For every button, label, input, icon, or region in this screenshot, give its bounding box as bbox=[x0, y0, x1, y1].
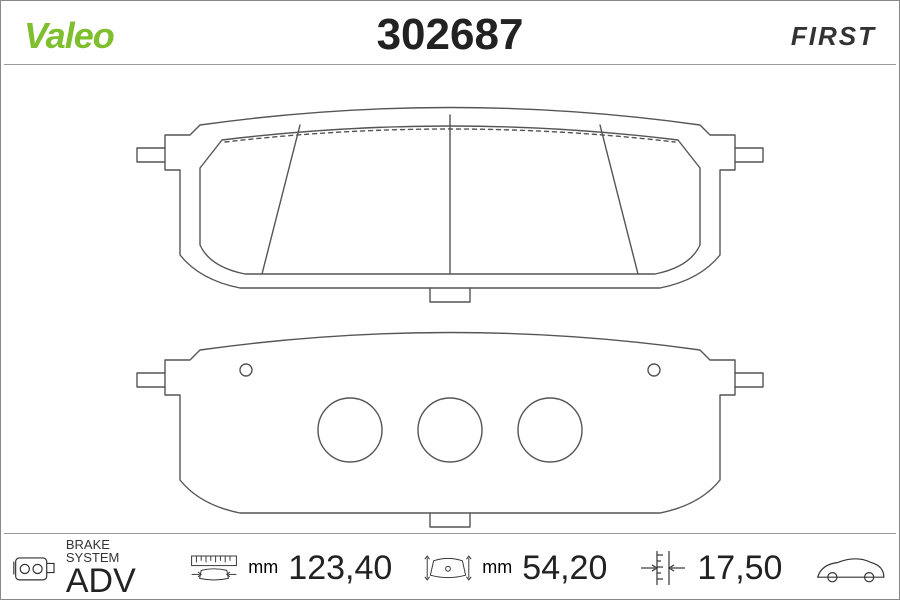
dimension-width-value: 123,40 bbox=[288, 549, 392, 588]
dimension-height-unit: mm bbox=[482, 558, 512, 576]
ruler-width-icon bbox=[190, 547, 238, 589]
brake-system-code: ADV bbox=[66, 564, 136, 598]
footer-divider bbox=[4, 533, 896, 534]
dimension-thickness-cell: 17,50 bbox=[639, 547, 782, 589]
thickness-icon bbox=[639, 547, 687, 589]
header-divider bbox=[4, 64, 896, 65]
brake-system-cell: BRAKE SYSTEM ADV bbox=[12, 538, 158, 598]
technical-drawing bbox=[0, 70, 900, 530]
part-number: 302687 bbox=[377, 10, 524, 60]
header: Valeo 302687 FIRST bbox=[0, 8, 900, 64]
caliper-icon bbox=[12, 547, 56, 589]
dimension-width-cell: mm 123,40 bbox=[190, 547, 392, 589]
pad-height-icon bbox=[424, 547, 472, 589]
dimension-height-value: 54,20 bbox=[522, 549, 607, 588]
brand-logo: Valeo bbox=[24, 15, 114, 57]
brake-system-label: BRAKE SYSTEM bbox=[66, 538, 158, 564]
footer: BRAKE SYSTEM ADV mm 123,40 bbox=[0, 536, 900, 600]
dimension-thickness-value: 17,50 bbox=[697, 549, 782, 588]
dimension-height-cell: mm 54,20 bbox=[424, 547, 607, 589]
product-line-logo: FIRST bbox=[791, 21, 876, 52]
dimension-width-unit: mm bbox=[248, 558, 278, 576]
brake-pad-illustration bbox=[0, 70, 900, 530]
car-silhouette-icon bbox=[814, 548, 888, 588]
